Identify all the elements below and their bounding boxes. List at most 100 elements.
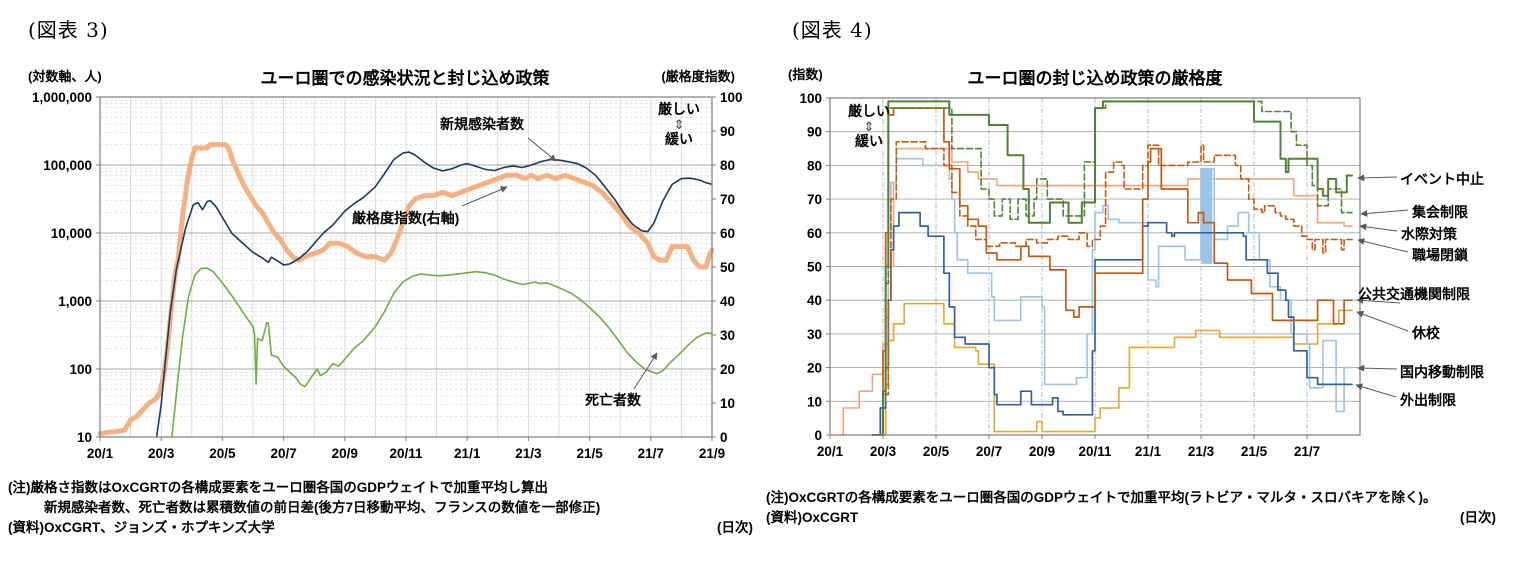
svg-text:21/9: 21/9 <box>699 446 725 461</box>
svg-text:50: 50 <box>807 260 822 275</box>
label-domestic-movement: 国内移動制限 <box>1400 364 1484 380</box>
figure4-notes: (注)OxCGRTの各構成要素をユーロ圏各国のGDPウェイトで加重平均(ラトビア… <box>766 488 1496 528</box>
svg-text:20/5: 20/5 <box>209 446 236 461</box>
svg-text:20: 20 <box>720 362 735 377</box>
note-line: (注)OxCGRTの各構成要素をユーロ圏各国のGDPウェイトで加重平均(ラトビア… <box>766 490 1437 505</box>
svg-text:20/9: 20/9 <box>1029 444 1055 459</box>
figure3-notes: (注)厳格さ指数はOxCGRTの各構成要素をユーロ圏各国のGDPウェイトで加重平… <box>8 478 753 538</box>
callout-stringency: 厳格度指数(右軸) <box>352 210 460 226</box>
label-transport-restrictions: 公共交通機関制限 <box>1358 286 1470 302</box>
series-deaths <box>171 267 713 438</box>
svg-text:1,000,000: 1,000,000 <box>32 90 92 105</box>
source-line: (資料)OxCGRT、ジョンズ・ホプキンズ大学 <box>8 520 275 535</box>
svg-text:40: 40 <box>720 294 735 309</box>
svg-text:20/1: 20/1 <box>87 446 114 461</box>
series-transport-restrictions <box>879 107 1353 436</box>
axis-tick-labels: 20/1 20/3 20/5 20/7 20/9 20/11 21/1 21/3 21/5 21/… <box>799 91 1320 459</box>
label-school-closure: 休校 <box>1412 325 1440 341</box>
svg-text:10: 10 <box>720 396 735 411</box>
label-stay-home: 外出制限 <box>1400 392 1456 408</box>
figure3-title: ユーロ圏での感染状況と封じ込め政策 <box>260 69 550 88</box>
svg-text:100,000: 100,000 <box>43 158 92 173</box>
figure3-right-axis-caption: (厳格度指数) <box>661 69 735 84</box>
figure3-panel: 20/1 20/3 20/5 20/7 20/9 20/11 21/1 21/3 21/5 21/… <box>0 0 760 568</box>
svg-text:70: 70 <box>807 192 822 207</box>
svg-text:30: 30 <box>720 328 735 343</box>
series-workplace-closure <box>879 141 1353 436</box>
svg-text:60: 60 <box>720 226 735 241</box>
svg-text:30: 30 <box>807 327 822 342</box>
callout-arrows <box>461 137 658 390</box>
svg-text:0: 0 <box>720 430 728 445</box>
strict-label: 厳しい <box>848 103 890 119</box>
callout-deaths: 死亡者数 <box>585 392 641 408</box>
svg-text:20: 20 <box>807 361 822 376</box>
svg-text:100: 100 <box>69 362 92 377</box>
series-new-cases <box>155 151 713 438</box>
svg-text:10: 10 <box>807 394 822 409</box>
svg-text:80: 80 <box>807 158 822 173</box>
label-event-cancellation: イベント中止 <box>1400 171 1484 187</box>
label-gathering-restrictions: 集会制限 <box>1412 204 1468 220</box>
callout-arrows <box>1355 174 1409 398</box>
series-stringency <box>97 142 715 437</box>
svg-text:20/7: 20/7 <box>270 446 296 461</box>
svg-text:0: 0 <box>814 428 822 443</box>
svg-text:21/5: 21/5 <box>576 446 603 461</box>
figure3-chart: 20/1 20/3 20/5 20/7 20/9 20/11 21/1 21/3 21/5 21/… <box>32 90 743 461</box>
svg-text:100: 100 <box>720 90 743 105</box>
svg-text:21/1: 21/1 <box>454 446 481 461</box>
svg-text:100: 100 <box>799 91 822 106</box>
svg-text:21/7: 21/7 <box>1294 444 1320 459</box>
series-school-closure <box>882 302 1353 436</box>
note-line: (注)厳格さ指数はOxCGRTの各構成要素をユーロ圏各国のGDPウェイトで加重平… <box>8 480 548 495</box>
svg-text:10,000: 10,000 <box>51 226 92 241</box>
figure3-tag: (図表 3) <box>28 18 109 42</box>
series-gathering-restrictions <box>874 100 1353 436</box>
svg-text:20/11: 20/11 <box>1078 444 1112 459</box>
figure4-chart: 20/1 20/3 20/5 20/7 20/9 20/11 21/1 21/3 21/5 21/… <box>799 91 1409 459</box>
figure4-panel: 20/1 20/3 20/5 20/7 20/9 20/11 21/1 21/3 21/5 21/… <box>760 0 1521 568</box>
note-line: 新規感染者数、死亡者数は累積数値の前日差(後方7日移動平均、フランスの数値を一部… <box>44 500 601 515</box>
svg-text:20/11: 20/11 <box>389 446 423 461</box>
svg-text:70: 70 <box>720 192 735 207</box>
svg-text:21/3: 21/3 <box>515 446 542 461</box>
svg-text:21/1: 21/1 <box>1135 444 1162 459</box>
svg-text:21/7: 21/7 <box>638 446 664 461</box>
figure3-severity-annotation: 厳しい ⇕ 緩い <box>648 102 710 147</box>
frequency-label: (日次) <box>1460 510 1496 525</box>
series-event-cancellation <box>871 100 1353 436</box>
label-border-measures: 水際対策 <box>1401 226 1457 242</box>
frequency-label: (日次) <box>717 520 753 535</box>
svg-text:50: 50 <box>720 260 735 275</box>
svg-text:90: 90 <box>807 125 822 140</box>
svg-text:80: 80 <box>720 158 735 173</box>
svg-text:20/3: 20/3 <box>148 446 175 461</box>
svg-text:20/3: 20/3 <box>870 444 897 459</box>
loose-label: 緩い <box>665 131 693 147</box>
series-domestic-movement <box>876 157 1353 436</box>
label-workplace-closure: 職場閉鎖 <box>1412 247 1468 263</box>
svg-text:90: 90 <box>720 124 735 139</box>
figure4-severity-annotation: 厳しい ⇕ 緩い <box>838 104 900 149</box>
svg-text:20/5: 20/5 <box>923 444 950 459</box>
svg-text:21/3: 21/3 <box>1188 444 1215 459</box>
series-border-measures <box>839 147 1353 436</box>
svg-text:20/9: 20/9 <box>332 446 358 461</box>
source-line: (資料)OxCGRT <box>766 510 859 525</box>
figure4-tag: (図表 4) <box>792 18 873 42</box>
svg-text:10: 10 <box>77 430 92 445</box>
svg-text:20/1: 20/1 <box>817 444 844 459</box>
svg-text:20/7: 20/7 <box>976 444 1002 459</box>
callout-new-cases: 新規感染者数 <box>440 116 524 132</box>
up-down-arrow-icon: ⇕ <box>863 119 875 134</box>
svg-text:21/5: 21/5 <box>1241 444 1268 459</box>
svg-text:40: 40 <box>807 293 822 308</box>
up-down-arrow-icon: ⇕ <box>673 117 685 132</box>
strict-label: 厳しい <box>658 101 700 117</box>
figure4-left-axis-caption: (指数) <box>788 67 823 82</box>
axis-tick-labels: 20/1 20/3 20/5 20/7 20/9 20/11 21/1 21/3 21/5 21/… <box>32 90 743 461</box>
svg-text:60: 60 <box>807 226 822 241</box>
svg-text:1,000: 1,000 <box>58 294 92 309</box>
